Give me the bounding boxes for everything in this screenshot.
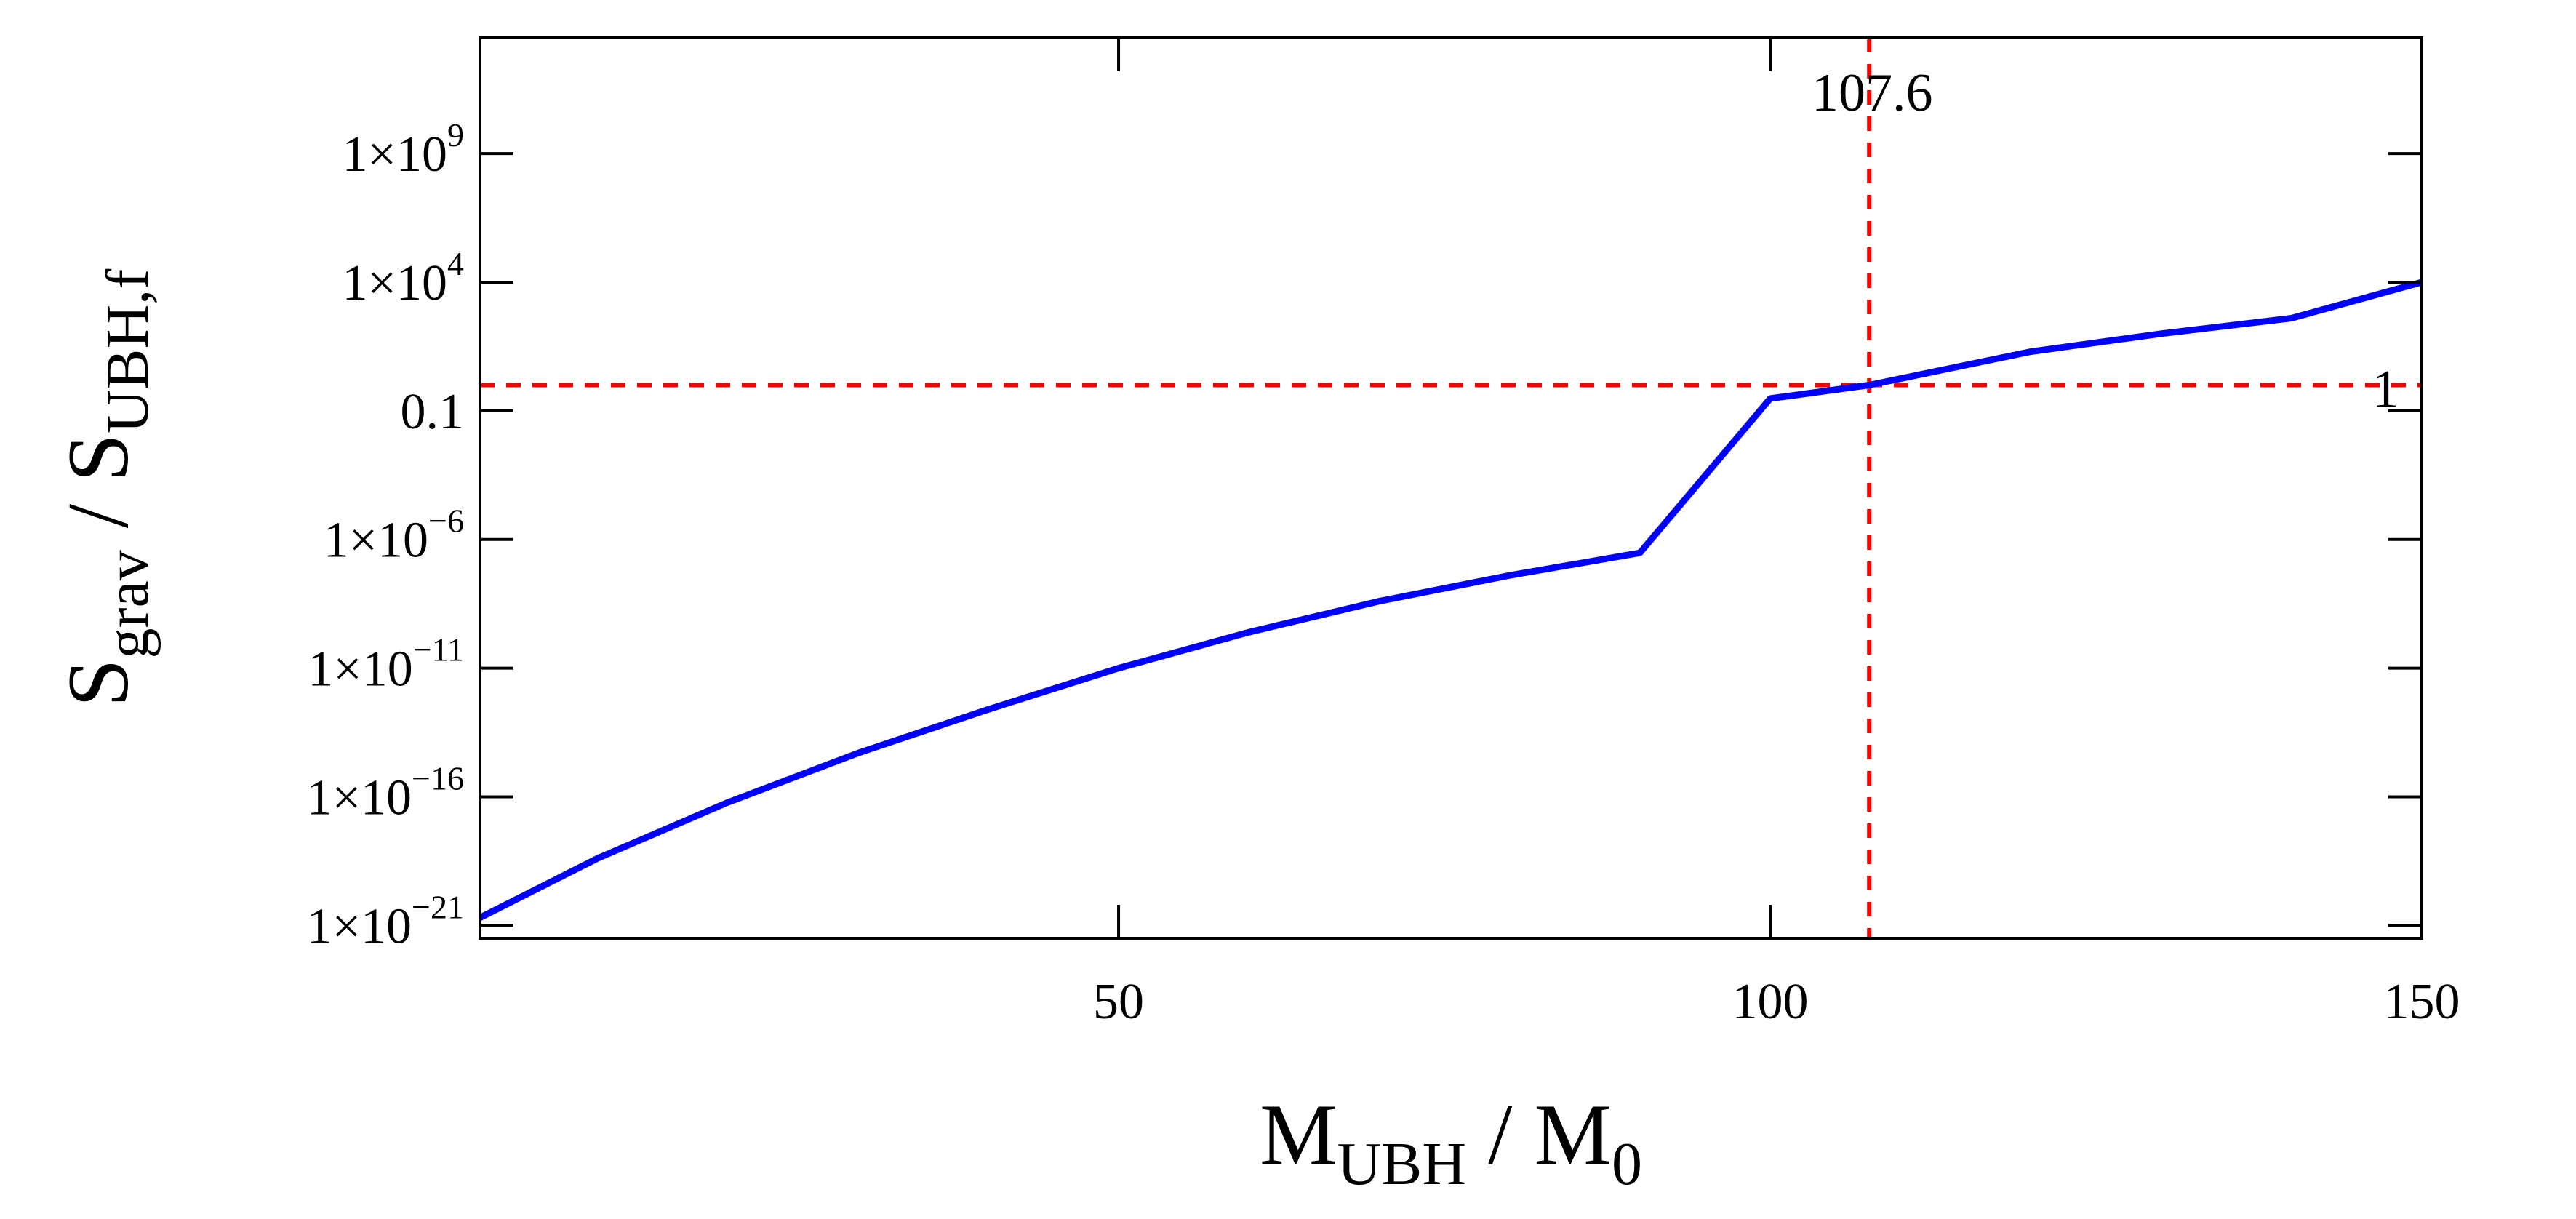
- series-layer: [478, 279, 2423, 921]
- plot-frame: [479, 36, 2423, 940]
- vertical-reference-label: 107.6: [1812, 63, 1933, 123]
- y-tick-label: 0.1: [401, 384, 465, 440]
- x-tick-label: 50: [1093, 974, 1144, 1030]
- x-tick-label: 150: [2384, 974, 2460, 1030]
- series-line: [478, 279, 2423, 921]
- tick-labels: 50 100 150 1×109 1×104 0.1 1×10−6 1×10−11 1×10−1…: [307, 116, 2460, 1030]
- x-tick-label: 100: [1732, 974, 1809, 1030]
- y-tick-label: 1×10−11: [308, 631, 464, 698]
- y-tick-label: 1×10−21: [307, 888, 464, 954]
- horizontal-reference-label: 1: [2372, 360, 2399, 420]
- y-tick-label: 1×104: [343, 245, 464, 311]
- y-tick-label: 1×10−16: [307, 759, 464, 826]
- y-tick-label: 1×10−6: [324, 503, 464, 569]
- x-axis-title: MUBH / M0: [1260, 1086, 1642, 1198]
- y-axis-title: Sgrav / SUBH,f: [49, 269, 161, 707]
- reference-lines: 107.61: [480, 38, 2422, 938]
- y-tick-label: 1×109: [343, 116, 464, 183]
- ticks: [480, 38, 2423, 938]
